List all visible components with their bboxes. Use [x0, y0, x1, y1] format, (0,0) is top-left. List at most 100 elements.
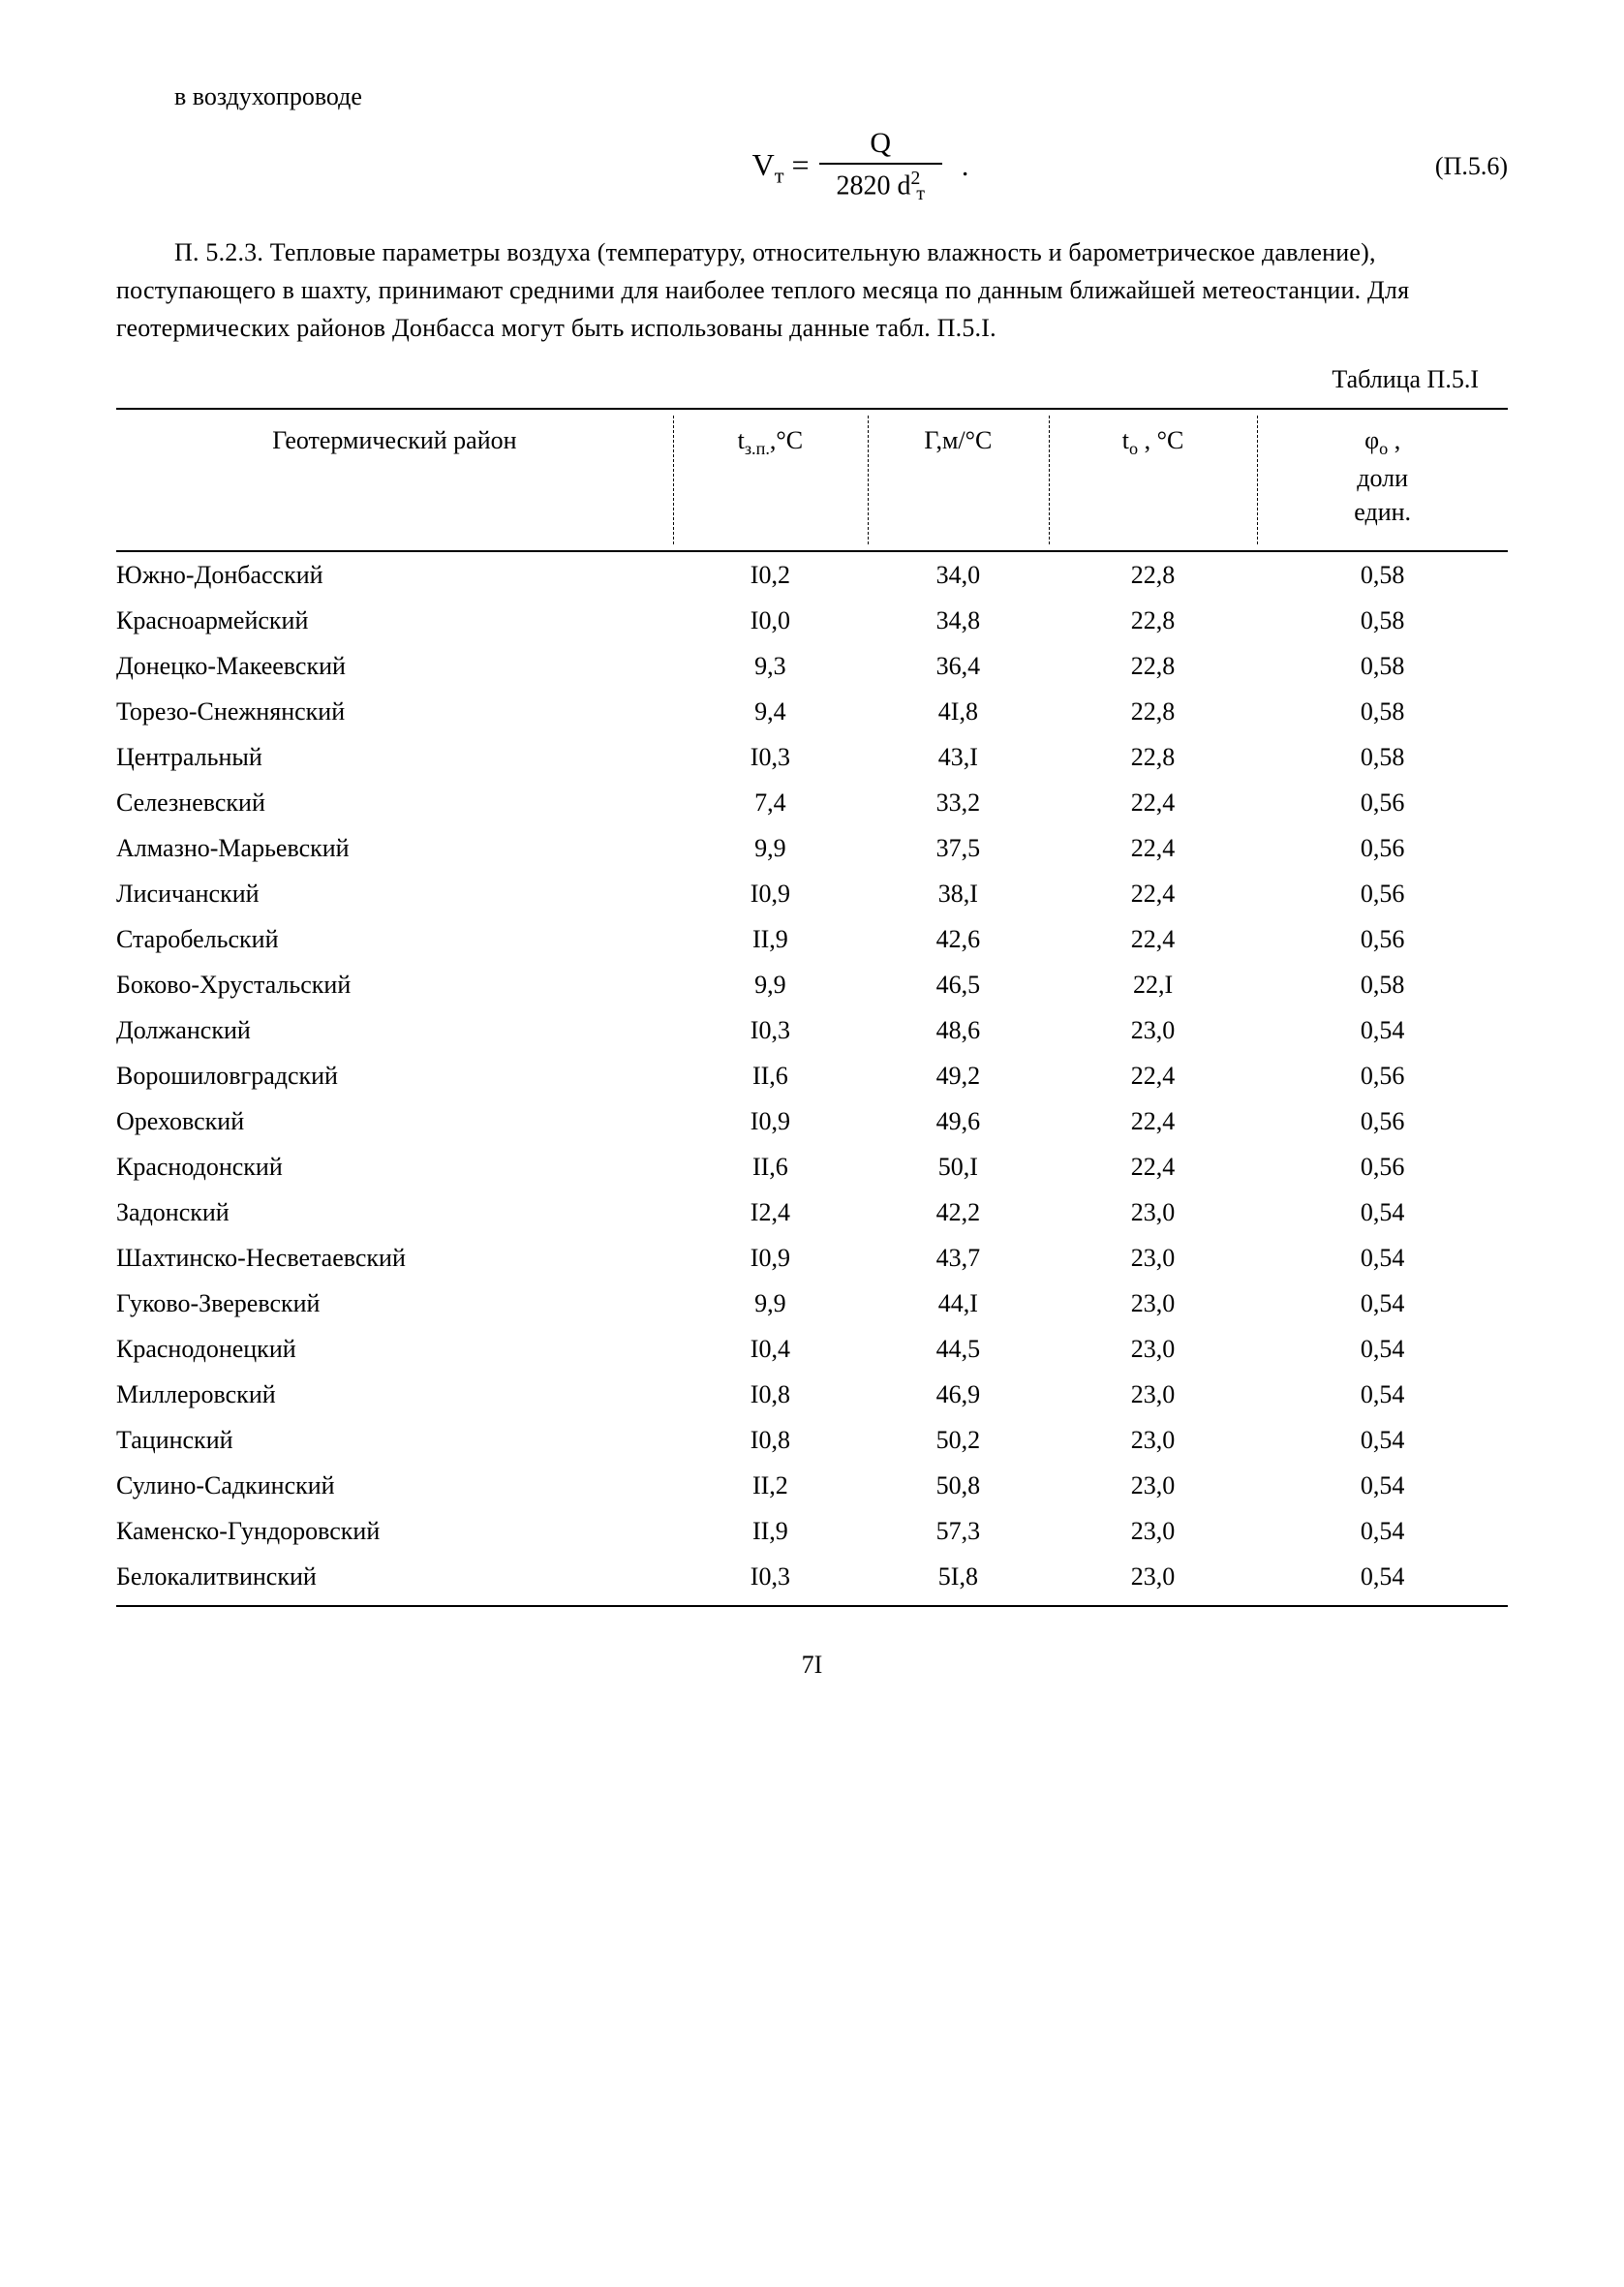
table-row: КраснодонецкийI0,444,523,00,54: [116, 1326, 1508, 1372]
table-cell: 9,9: [673, 962, 868, 1007]
table-cell: I0,9: [673, 1098, 868, 1144]
table-cell: II,6: [673, 1144, 868, 1190]
table-cell: 22,4: [1049, 1098, 1258, 1144]
formula-lhs-sym: V: [752, 147, 775, 182]
table-cell: 23,0: [1049, 1417, 1258, 1463]
table-cell: 4I,8: [868, 689, 1049, 734]
table-cell: 0,58: [1257, 598, 1508, 643]
table-cell: 9,9: [673, 825, 868, 871]
table-cell: Краснодонский: [116, 1144, 673, 1190]
table-cell: 23,0: [1049, 1508, 1258, 1554]
formula-equals: =: [791, 147, 809, 182]
table-row: ОреховскийI0,949,622,40,56: [116, 1098, 1508, 1144]
table-cell: 0,54: [1257, 1508, 1508, 1554]
table-cell: 0,54: [1257, 1463, 1508, 1508]
table-cell: 0,58: [1257, 734, 1508, 780]
table-cell: 43,7: [868, 1235, 1049, 1281]
table-cell: 34,0: [868, 551, 1049, 598]
th-region-label: Геотермический район: [124, 423, 665, 457]
table-cell: 49,6: [868, 1098, 1049, 1144]
table-cell: Задонский: [116, 1190, 673, 1235]
table-cell: 23,0: [1049, 1281, 1258, 1326]
table-cell: Миллеровский: [116, 1372, 673, 1417]
formula-body: Vт = Q 2820 d2т .: [387, 127, 1333, 206]
th-col4-line3: един.: [1354, 495, 1411, 529]
formula-numerator: Q: [852, 127, 908, 163]
table-cell: 0,56: [1257, 871, 1508, 916]
table-cell: 0,58: [1257, 962, 1508, 1007]
table-cell: II,2: [673, 1463, 868, 1508]
table-cell: 9,4: [673, 689, 868, 734]
table-cell: Белокалитвинский: [116, 1554, 673, 1606]
table-cell: Сулино-Садкинский: [116, 1463, 673, 1508]
table-cell: I0,8: [673, 1417, 868, 1463]
table-cell: 38,I: [868, 871, 1049, 916]
th-col4-main: φ: [1364, 426, 1379, 454]
table-cell: 22,4: [1049, 780, 1258, 825]
table-cell: 23,0: [1049, 1372, 1258, 1417]
table-cell: 22,4: [1049, 916, 1258, 962]
table-cell: 36,4: [868, 643, 1049, 689]
table-cell: 42,6: [868, 916, 1049, 962]
table-cell: I0,4: [673, 1326, 868, 1372]
table-cell: Боково-Хрустальский: [116, 962, 673, 1007]
table-cell: 50,8: [868, 1463, 1049, 1508]
table-cell: 42,2: [868, 1190, 1049, 1235]
th-col4-line2: доли: [1357, 461, 1408, 495]
th-col4: φо , доли един.: [1257, 409, 1508, 551]
table-row: Гуково-Зверевский9,944,I23,00,54: [116, 1281, 1508, 1326]
table-row: ТацинскийI0,850,223,00,54: [116, 1417, 1508, 1463]
table-cell: Алмазно-Марьевский: [116, 825, 673, 871]
table-cell: Донецко-Макеевский: [116, 643, 673, 689]
table-cell: Ворошиловградский: [116, 1053, 673, 1098]
th-region: Геотермический район: [116, 409, 673, 551]
table-cell: 7,4: [673, 780, 868, 825]
formula-ref: (П.5.6): [1333, 147, 1508, 185]
table-row: СтаробельскийII,942,622,40,56: [116, 916, 1508, 962]
table-cell: Южно-Донбасский: [116, 551, 673, 598]
page-number: 7I: [116, 1646, 1508, 1684]
table-cell: 0,56: [1257, 1053, 1508, 1098]
th-col3: tо , °С: [1049, 409, 1258, 551]
table-cell: 0,58: [1257, 689, 1508, 734]
table-cell: I0,3: [673, 1007, 868, 1053]
table-cell: 22,8: [1049, 598, 1258, 643]
table-row: Торезо-Снежнянский9,44I,822,80,58: [116, 689, 1508, 734]
th-col1-main: t: [738, 426, 745, 454]
formula-fraction: Q 2820 d2т: [819, 127, 942, 206]
table-header: Геотермический район tз.п.,°С Г,м/°С: [116, 409, 1508, 551]
intro-line: в воздухопроводе: [116, 77, 1508, 115]
formula-period: .: [962, 144, 969, 188]
table-cell: 9,3: [673, 643, 868, 689]
table-cell: 33,2: [868, 780, 1049, 825]
table-cell: 34,8: [868, 598, 1049, 643]
table-cell: Гуково-Зверевский: [116, 1281, 673, 1326]
table-row: Селезневский7,433,222,40,56: [116, 780, 1508, 825]
th-col2-main: Г: [924, 426, 935, 454]
table-row: КрасноармейскийI0,034,822,80,58: [116, 598, 1508, 643]
table-cell: 50,I: [868, 1144, 1049, 1190]
table-cell: 0,56: [1257, 780, 1508, 825]
table-cell: 0,56: [1257, 1144, 1508, 1190]
table-cell: Каменско-Гундоровский: [116, 1508, 673, 1554]
table-cell: 46,5: [868, 962, 1049, 1007]
table-cell: Селезневский: [116, 780, 673, 825]
table-cell: 57,3: [868, 1508, 1049, 1554]
table-cell: 23,0: [1049, 1554, 1258, 1606]
table-cell: 50,2: [868, 1417, 1049, 1463]
table-cell: II,6: [673, 1053, 868, 1098]
table-cell: II,9: [673, 916, 868, 962]
th-col3-unit: , °С: [1138, 426, 1183, 454]
table-cell: 23,0: [1049, 1463, 1258, 1508]
table-cell: 5I,8: [868, 1554, 1049, 1606]
table-cell: I0,9: [673, 871, 868, 916]
table-cell: 0,56: [1257, 916, 1508, 962]
table-row: Шахтинско-НесветаевскийI0,943,723,00,54: [116, 1235, 1508, 1281]
table-cell: 0,54: [1257, 1326, 1508, 1372]
formula-den-sub: т: [916, 184, 925, 204]
table-row: ЦентральныйI0,343,I22,80,58: [116, 734, 1508, 780]
th-col4-sub: о: [1379, 439, 1388, 458]
table-cell: I0,9: [673, 1235, 868, 1281]
table-cell: 23,0: [1049, 1326, 1258, 1372]
table-cell: I0,3: [673, 1554, 868, 1606]
